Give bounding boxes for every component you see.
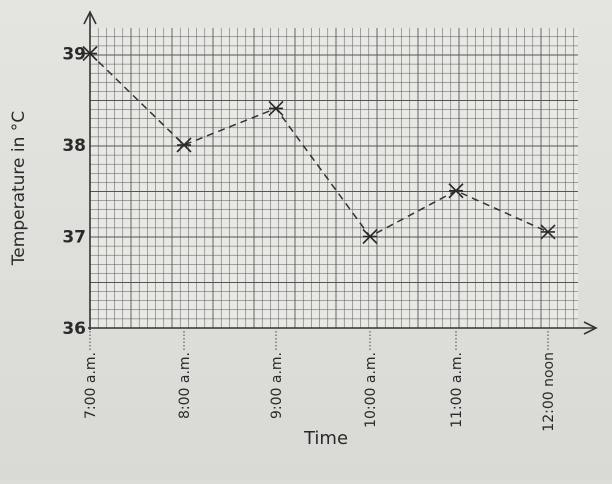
- x-tick-label: 11:00 a.m.: [449, 352, 465, 428]
- data-point-marker: [176, 137, 192, 153]
- x-axis-label: Time: [303, 428, 348, 449]
- y-tick-label: 39: [62, 45, 86, 65]
- x-axis-arrowhead: [583, 321, 598, 335]
- data-point-marker: [540, 224, 556, 240]
- data-point-marker: [82, 45, 98, 62]
- x-tick-label: 10:00 a.m.: [363, 352, 379, 428]
- y-axis-arrowhead: [83, 10, 97, 25]
- x-tick-label: 7:00 a.m.: [83, 352, 99, 419]
- y-tick-label: 37: [62, 228, 86, 248]
- temperature-line: [89, 52, 549, 238]
- data-point-marker: [448, 183, 464, 199]
- y-tick-label: 38: [62, 136, 86, 156]
- chart-grid: [89, 28, 578, 329]
- y-tick-label: 36: [62, 319, 86, 339]
- x-tick-label: 12:00 noon: [541, 352, 557, 432]
- data-point-marker: [362, 228, 378, 245]
- chart-axes: 36 37 38 39 7:00 a.m. 8:00 a.m. 9:00 a.m. 10:00…: [62, 10, 598, 432]
- temperature-series: [82, 45, 556, 245]
- chart-labels: Temperature in °C Time: [9, 111, 348, 449]
- y-axis-label: Temperature in °C: [9, 111, 29, 266]
- data-point-marker: [268, 100, 284, 116]
- x-tick-label: 8:00 a.m.: [177, 352, 193, 419]
- plot-background: [90, 28, 578, 328]
- x-tick-label: 9:00 a.m.: [269, 352, 285, 419]
